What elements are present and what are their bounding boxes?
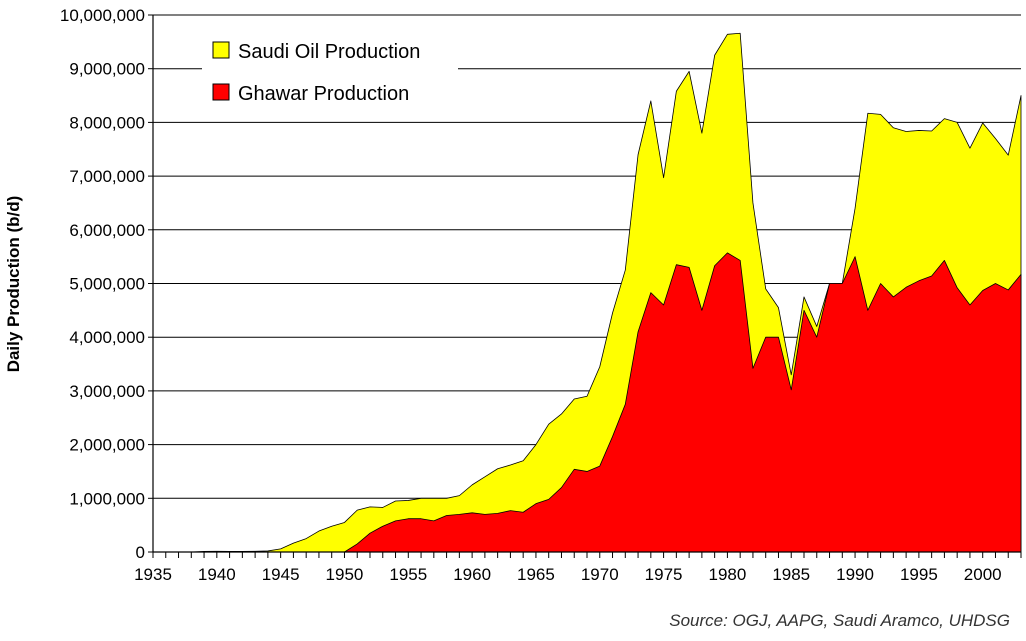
x-tick-label: 1945 — [262, 565, 300, 584]
x-tick-label: 1980 — [708, 565, 746, 584]
y-axis-ticks: 0 1,000,000 2,000,000 3,000,000 4,000,000 5,0… — [60, 6, 153, 562]
x-tick-label: 2000 — [964, 565, 1002, 584]
legend: Saudi Oil Production Ghawar Production — [202, 26, 458, 118]
y-tick-label: 5,000,000 — [69, 275, 145, 294]
y-tick-label: 7,000,000 — [69, 167, 145, 186]
y-tick-label: 10,000,000 — [60, 6, 145, 25]
x-tick-label: 1970 — [581, 565, 619, 584]
x-tick-label: 1940 — [198, 565, 236, 584]
x-tick-label: 1950 — [326, 565, 364, 584]
y-tick-label: 8,000,000 — [69, 113, 145, 132]
y-tick-label: 3,000,000 — [69, 382, 145, 401]
y-tick-label: 4,000,000 — [69, 328, 145, 347]
legend-label-saudi: Saudi Oil Production — [238, 41, 420, 63]
x-axis-ticks: 1935 1940 1945 1950 1955 1960 1965 1970 1975 1980… — [134, 552, 1022, 584]
x-tick-label: 1990 — [836, 565, 874, 584]
gridlines — [153, 14, 1021, 499]
y-tick-label: 6,000,000 — [69, 221, 145, 240]
legend-swatch-ghawar — [212, 83, 230, 101]
x-tick-label: 1975 — [645, 565, 683, 584]
x-tick-label: 1960 — [453, 565, 491, 584]
legend-swatch-saudi — [212, 41, 230, 59]
legend-label-ghawar: Ghawar Production — [238, 83, 409, 105]
x-tick-label: 1955 — [389, 565, 427, 584]
y-tick-label: 2,000,000 — [69, 436, 145, 455]
x-tick-label: 1965 — [517, 565, 555, 584]
x-tick-label: 1985 — [772, 565, 810, 584]
y-axis-label: Daily Production (b/d) — [4, 196, 23, 373]
x-tick-label: 1995 — [900, 565, 938, 584]
source-note: Source: OGJ, AAPG, Saudi Aramco, UHDSG — [669, 611, 1010, 630]
x-tick-label: 1935 — [134, 565, 172, 584]
y-tick-label: 0 — [136, 543, 145, 562]
legend-background — [202, 26, 458, 118]
y-tick-label: 9,000,000 — [69, 60, 145, 79]
y-tick-label: 1,000,000 — [69, 489, 145, 508]
